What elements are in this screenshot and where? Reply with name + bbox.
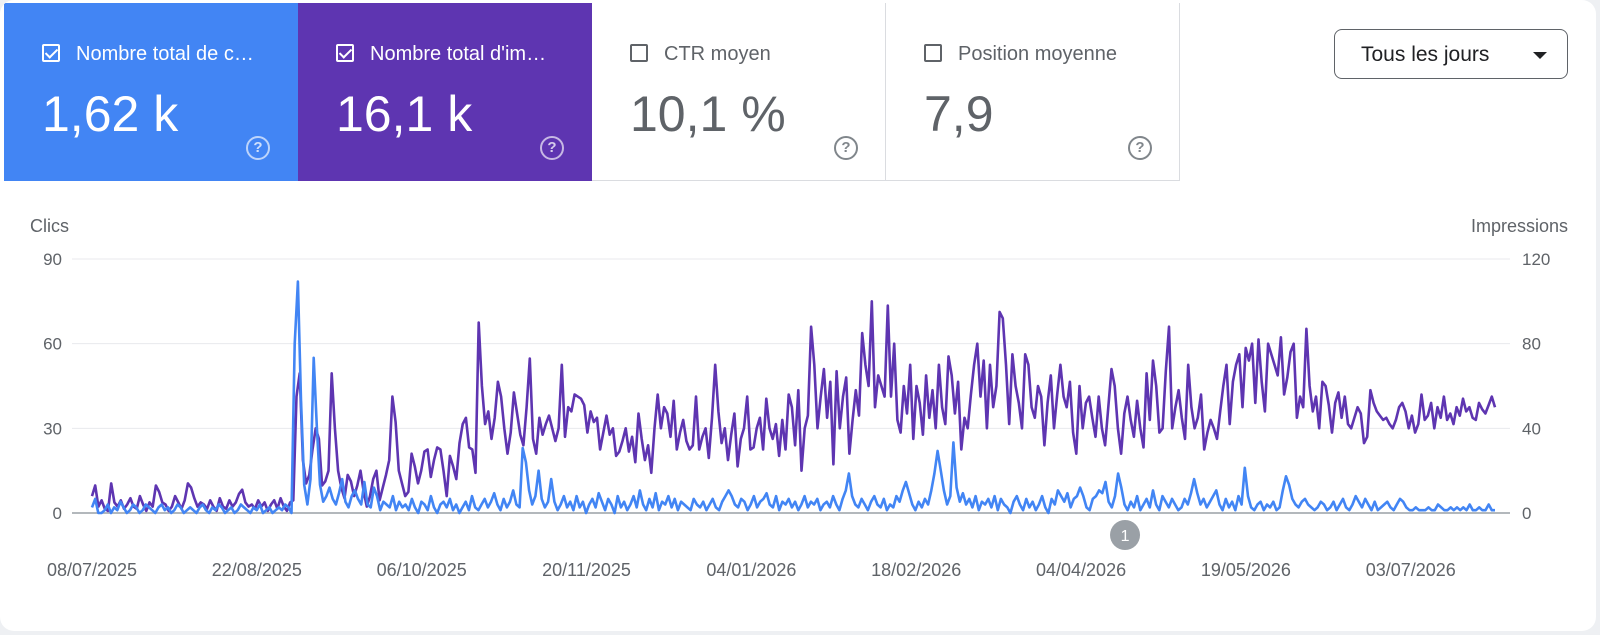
x-axis-tick: 19/05/2026 bbox=[1201, 560, 1291, 580]
annotation-marker bbox=[1110, 520, 1141, 550]
metric-value: 16,1 k bbox=[336, 86, 473, 142]
metric-label: Nombre total de c… bbox=[76, 43, 254, 65]
right-axis-tick: 120 bbox=[1522, 250, 1550, 269]
x-axis-tick: 04/04/2026 bbox=[1036, 560, 1126, 580]
left-axis-title: Clics bbox=[30, 216, 69, 236]
date-granularity-value: Tous les jours bbox=[1361, 43, 1490, 66]
metric-label: CTR moyen bbox=[664, 43, 771, 65]
series-line bbox=[90, 280, 1495, 515]
checkbox-icon[interactable] bbox=[336, 44, 354, 62]
caret-down-icon bbox=[1533, 52, 1547, 59]
right-axis-tick: 0 bbox=[1522, 504, 1531, 523]
left-axis-tick: 90 bbox=[43, 250, 62, 269]
right-axis-title: Impressions bbox=[1471, 216, 1568, 236]
performance-chart: 0 30 60 90 0 40 80 120 Clics Impressions 08/07/202… bbox=[30, 216, 1568, 580]
x-axis-tick: 08/07/2025 bbox=[47, 560, 137, 580]
x-axis-tick: 22/08/2025 bbox=[212, 560, 302, 580]
right-axis-tick: 40 bbox=[1522, 419, 1541, 438]
help-icon[interactable]: ? bbox=[1128, 136, 1152, 160]
help-icon[interactable]: ? bbox=[834, 136, 858, 160]
left-axis-tick: 30 bbox=[43, 419, 62, 438]
metric-card-average-ctr[interactable]: CTR moyen 10,1 % ? bbox=[592, 3, 886, 181]
date-granularity-select[interactable]: Tous les jours bbox=[1334, 29, 1568, 79]
checkbox-icon[interactable] bbox=[630, 44, 648, 62]
x-axis-tick: 03/07/2026 bbox=[1366, 560, 1456, 580]
checkbox-icon[interactable] bbox=[924, 44, 942, 62]
metric-label: Position moyenne bbox=[958, 43, 1117, 65]
x-axis-tick: 18/02/2026 bbox=[871, 560, 961, 580]
metric-label: Nombre total d'im… bbox=[370, 43, 547, 65]
metric-value: 10,1 % bbox=[630, 86, 786, 142]
metric-card-total-impressions[interactable]: Nombre total d'im… 16,1 k ? bbox=[298, 3, 592, 181]
help-icon[interactable]: ? bbox=[246, 136, 270, 160]
metric-card-total-clicks[interactable]: Nombre total de c… 1,62 k ? bbox=[4, 3, 298, 181]
x-axis-tick: 06/10/2025 bbox=[377, 560, 467, 580]
right-axis-tick: 80 bbox=[1522, 335, 1541, 354]
left-axis-tick: 60 bbox=[43, 335, 62, 354]
annotation-label: 1 bbox=[1121, 528, 1130, 545]
checkbox-icon[interactable] bbox=[42, 44, 60, 62]
x-axis-tick: 04/01/2026 bbox=[706, 560, 796, 580]
metric-value: 7,9 bbox=[924, 86, 994, 142]
help-icon[interactable]: ? bbox=[540, 136, 564, 160]
left-axis-tick: 0 bbox=[53, 504, 62, 523]
x-axis-tick: 20/11/2025 bbox=[542, 560, 631, 580]
series-line bbox=[90, 300, 1497, 513]
metric-cards: Nombre total de c… 1,62 k ? Nombre total… bbox=[4, 3, 1180, 181]
metric-card-average-position[interactable]: Position moyenne 7,9 ? bbox=[886, 3, 1180, 181]
metric-value: 1,62 k bbox=[42, 86, 179, 142]
